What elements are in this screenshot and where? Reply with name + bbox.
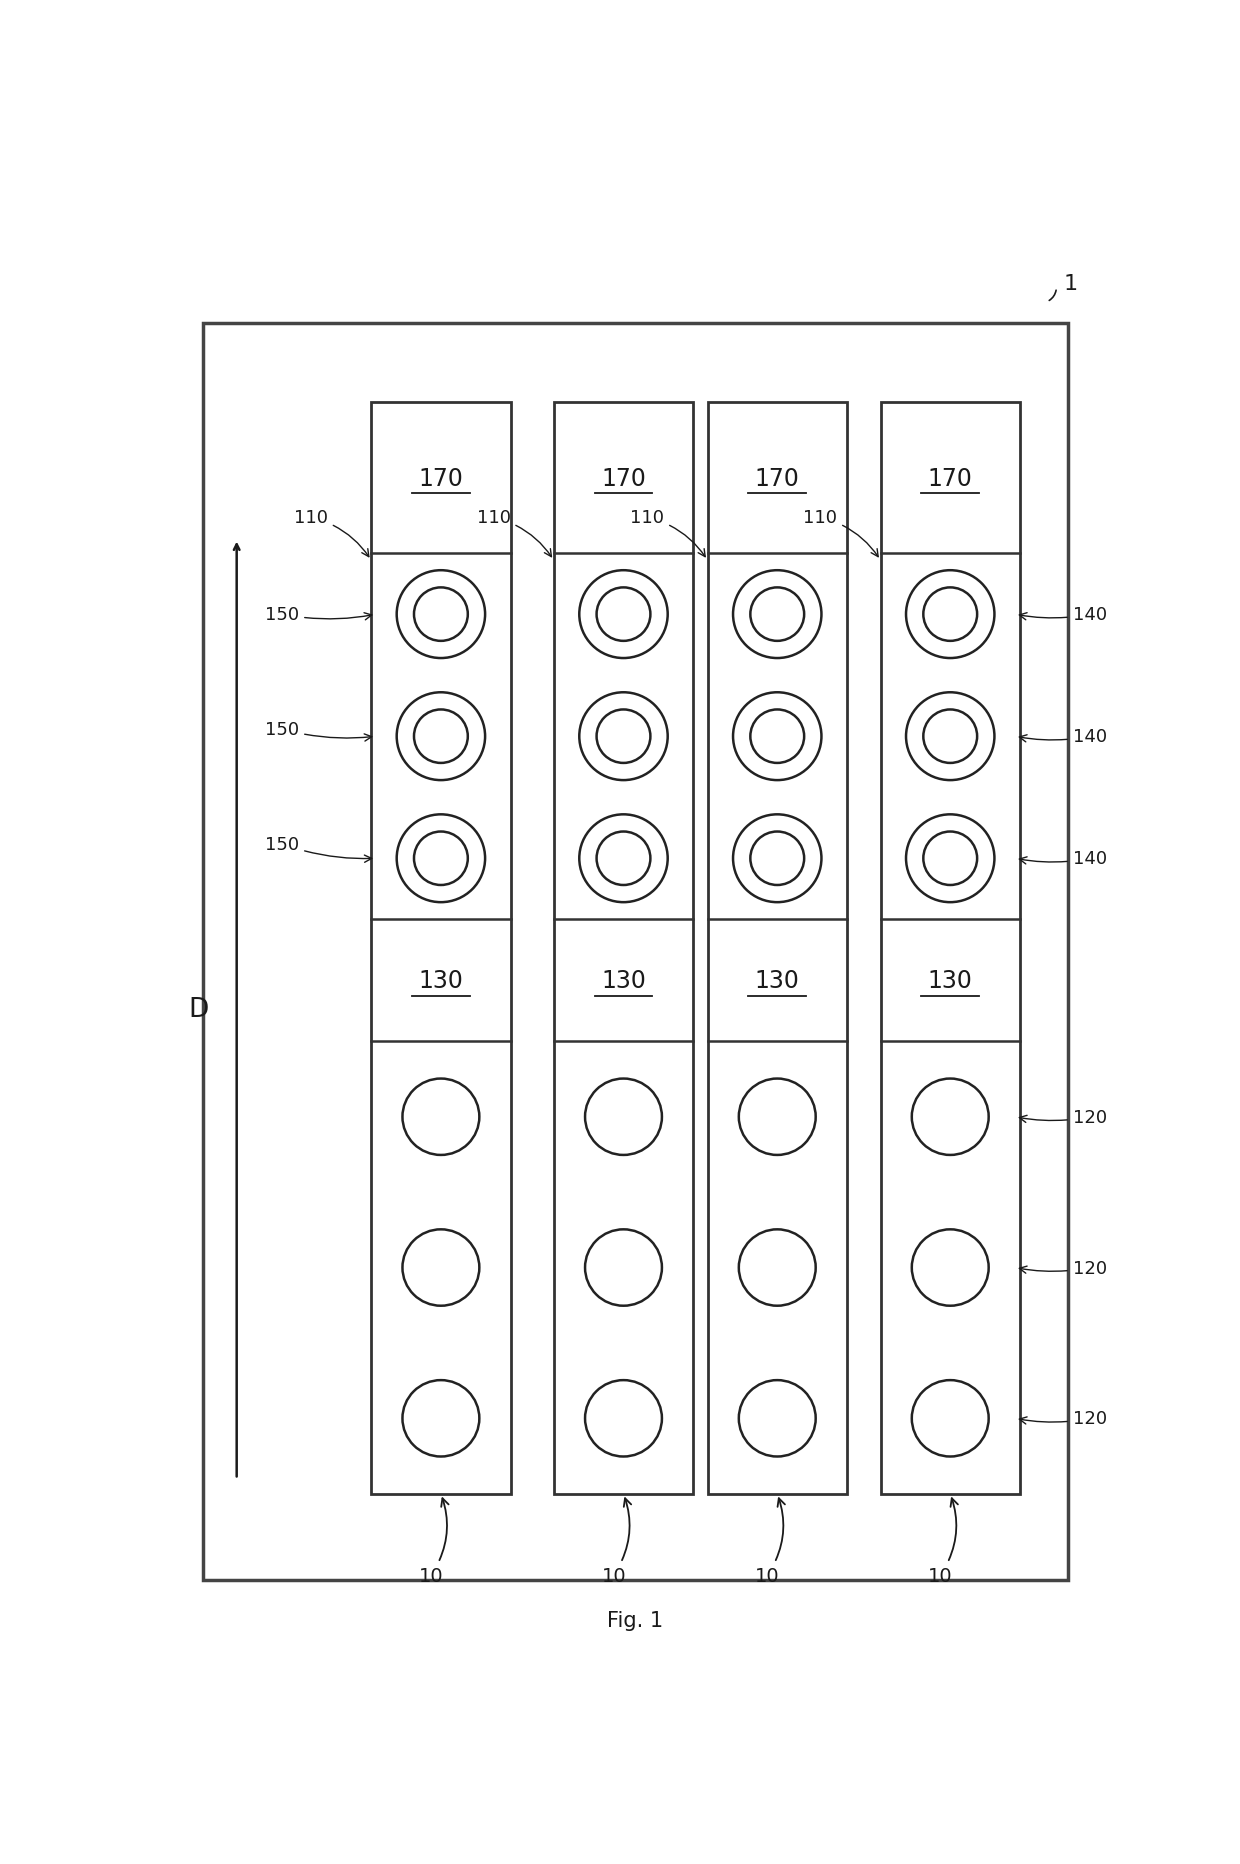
Ellipse shape (403, 1381, 480, 1458)
Ellipse shape (906, 693, 994, 781)
Ellipse shape (403, 1079, 480, 1156)
FancyBboxPatch shape (880, 403, 1019, 1493)
Ellipse shape (906, 815, 994, 902)
Ellipse shape (585, 1079, 662, 1156)
Ellipse shape (579, 570, 667, 658)
Ellipse shape (733, 570, 821, 658)
FancyBboxPatch shape (203, 324, 1068, 1581)
Ellipse shape (579, 815, 667, 902)
Ellipse shape (596, 587, 651, 641)
Ellipse shape (585, 1230, 662, 1307)
Text: 10: 10 (755, 1499, 785, 1584)
Ellipse shape (414, 831, 467, 885)
Text: 140: 140 (1019, 606, 1107, 624)
Text: 130: 130 (928, 969, 972, 994)
Ellipse shape (739, 1230, 816, 1307)
Text: 130: 130 (601, 969, 646, 994)
Text: 140: 140 (1019, 727, 1107, 746)
Text: 170: 170 (601, 466, 646, 490)
Text: 110: 110 (476, 509, 552, 557)
Text: 10: 10 (929, 1499, 959, 1584)
Text: Fig. 1: Fig. 1 (608, 1610, 663, 1631)
Text: 1: 1 (1063, 274, 1078, 295)
Text: 110: 110 (630, 509, 706, 557)
Ellipse shape (911, 1381, 988, 1458)
Ellipse shape (596, 710, 651, 764)
Text: 170: 170 (418, 466, 464, 490)
Ellipse shape (397, 693, 485, 781)
Text: 110: 110 (294, 509, 368, 557)
Ellipse shape (414, 710, 467, 764)
FancyBboxPatch shape (554, 403, 693, 1493)
Text: 150: 150 (265, 721, 372, 742)
Text: 10: 10 (601, 1499, 631, 1584)
Text: D: D (188, 997, 208, 1023)
Text: 120: 120 (1019, 1409, 1107, 1428)
Ellipse shape (911, 1079, 988, 1156)
Ellipse shape (750, 710, 805, 764)
Ellipse shape (414, 587, 467, 641)
Text: 150: 150 (265, 835, 372, 863)
Ellipse shape (733, 693, 821, 781)
Text: 110: 110 (804, 509, 878, 557)
Text: 140: 140 (1019, 850, 1107, 869)
Text: 120: 120 (1019, 1258, 1107, 1277)
Ellipse shape (906, 570, 994, 658)
Ellipse shape (924, 831, 977, 885)
Text: 150: 150 (265, 606, 372, 624)
FancyBboxPatch shape (371, 403, 511, 1493)
Text: 130: 130 (418, 969, 464, 994)
Ellipse shape (733, 815, 821, 902)
Ellipse shape (397, 570, 485, 658)
Ellipse shape (750, 831, 805, 885)
Ellipse shape (579, 693, 667, 781)
Text: 170: 170 (755, 466, 800, 490)
Text: 10: 10 (419, 1499, 449, 1584)
Ellipse shape (739, 1079, 816, 1156)
Ellipse shape (911, 1230, 988, 1307)
FancyBboxPatch shape (708, 403, 847, 1493)
Ellipse shape (750, 587, 805, 641)
Ellipse shape (403, 1230, 480, 1307)
Text: 170: 170 (928, 466, 972, 490)
Ellipse shape (397, 815, 485, 902)
Ellipse shape (739, 1381, 816, 1458)
Ellipse shape (924, 710, 977, 764)
Text: 120: 120 (1019, 1107, 1107, 1126)
Ellipse shape (924, 587, 977, 641)
Ellipse shape (585, 1381, 662, 1458)
Text: 130: 130 (755, 969, 800, 994)
Ellipse shape (596, 831, 651, 885)
